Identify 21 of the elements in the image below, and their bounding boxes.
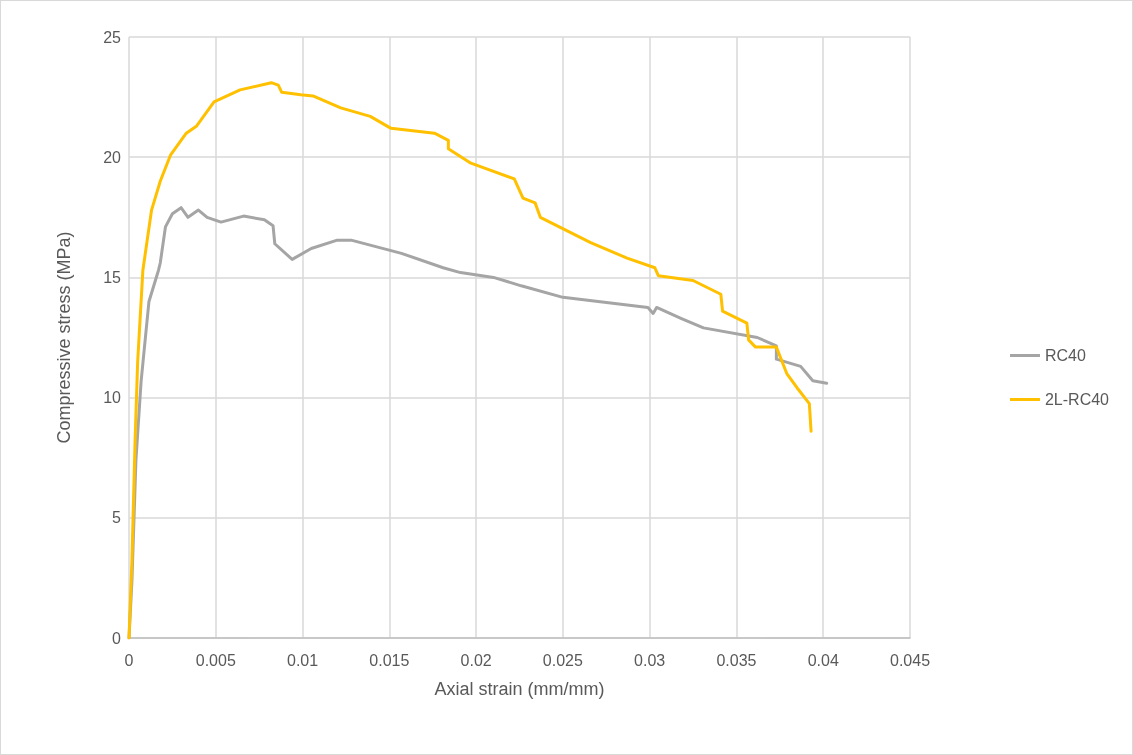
x-tick-label: 0.03 — [634, 651, 666, 669]
y-tick-label: 15 — [103, 268, 122, 286]
x-tick-label: 0.01 — [286, 651, 319, 669]
line-series — [127, 81, 813, 640]
y-tick-label: 20 — [103, 148, 122, 166]
legend-label: RC40 — [1044, 347, 1086, 364]
legend-label: 2L-RC40 — [1044, 391, 1110, 408]
y-tick-label: 10 — [103, 389, 122, 407]
y-tick-label: 25 — [103, 28, 122, 46]
x-tick-label: 0.035 — [716, 651, 757, 669]
x-tick-label: 0.025 — [542, 651, 584, 669]
x-tick-label: 0 — [124, 651, 134, 669]
x-axis-title: Axial strain (mm/mm) — [434, 679, 605, 699]
y-tick-label: 5 — [112, 509, 122, 527]
x-tick-label: 0.005 — [195, 651, 236, 669]
y-tick-label: 0 — [112, 629, 122, 647]
x-tick-label: 0.04 — [807, 651, 839, 669]
y-axis-title: Compressive stress (MPa) — [54, 231, 74, 444]
x-tick-label: 0.015 — [369, 651, 410, 669]
x-tick-label: 0.02 — [460, 651, 492, 669]
x-tick-label: 0.045 — [889, 651, 931, 669]
